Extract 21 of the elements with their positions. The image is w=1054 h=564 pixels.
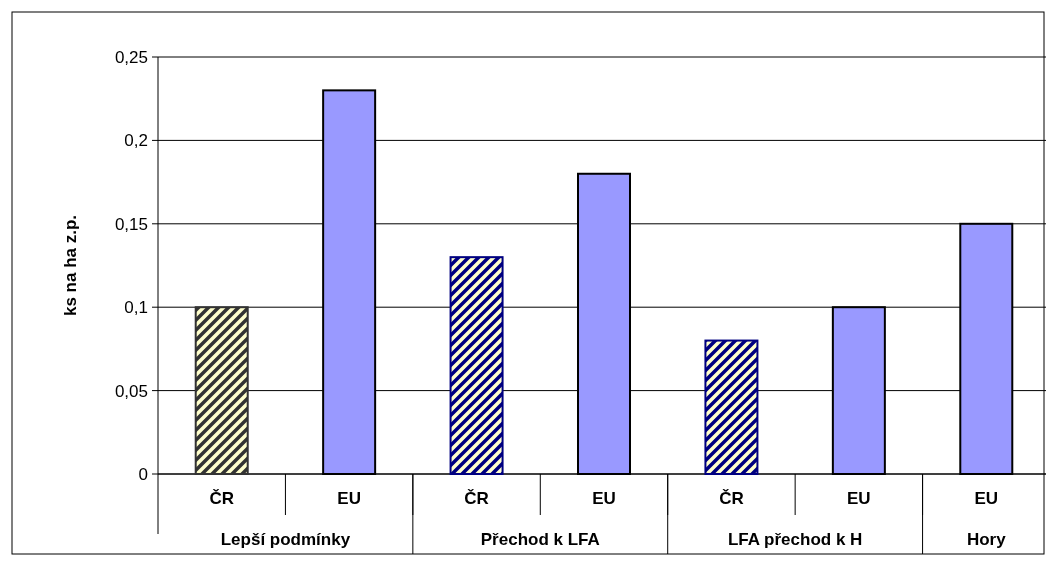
x-tick-label: EU	[592, 489, 616, 508]
y-tick-label: 0,05	[114, 381, 148, 401]
text: Lepší podmínky	[220, 530, 351, 549]
bar	[449, 256, 504, 475]
y-axis-title: ks na ha z.p.	[61, 214, 80, 317]
y-tick-label: 0,1	[124, 298, 148, 318]
y-tick-label: 0,15	[114, 214, 148, 234]
bar	[194, 306, 249, 475]
text: Hory	[966, 530, 1007, 549]
text: LFA přechod k H	[727, 530, 863, 549]
y-tick-label: 0,2	[124, 131, 148, 151]
x-tick-label: EU	[974, 489, 999, 508]
x-tick-label: ČR	[719, 489, 744, 508]
x-tick-label: EU	[337, 489, 361, 508]
y-tick-label: 0,25	[114, 47, 148, 67]
x-tick-label: ČR	[209, 489, 234, 508]
y-tick-label: 0	[138, 464, 148, 484]
bar	[704, 339, 759, 475]
x-tick-label: EU	[847, 489, 871, 508]
x-tick-label: ČR	[464, 489, 489, 508]
text: Přechod k LFA	[480, 530, 600, 549]
